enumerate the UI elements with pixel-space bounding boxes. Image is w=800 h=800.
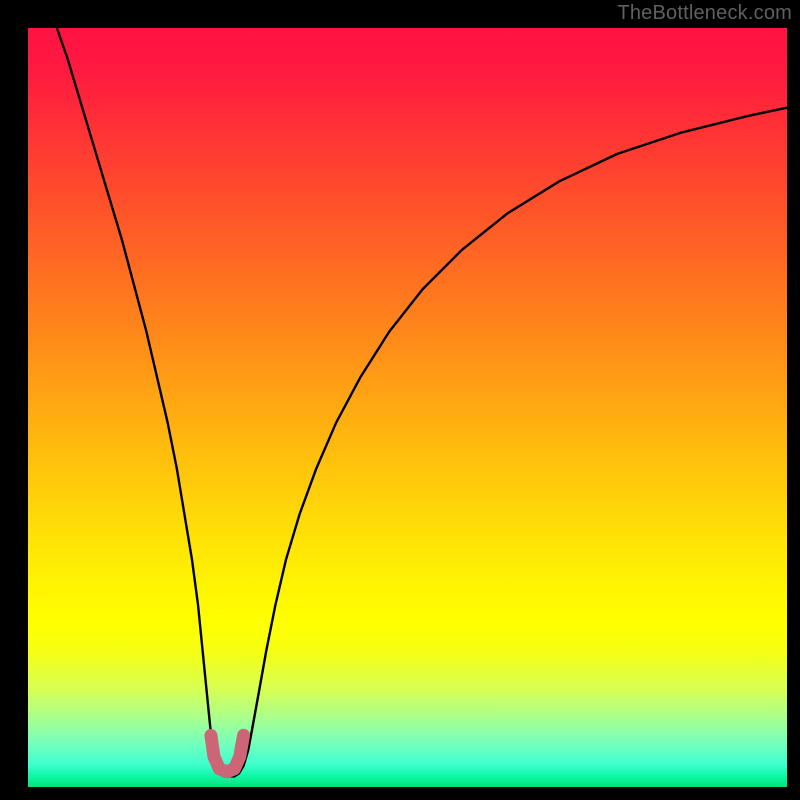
chart-frame: TheBottleneck.com — [0, 0, 800, 800]
bottleneck-curve — [57, 28, 787, 776]
watermark-text: TheBottleneck.com — [617, 2, 792, 25]
plot-area — [28, 28, 787, 787]
chart-svg — [28, 28, 787, 787]
valley-marker — [211, 735, 244, 771]
